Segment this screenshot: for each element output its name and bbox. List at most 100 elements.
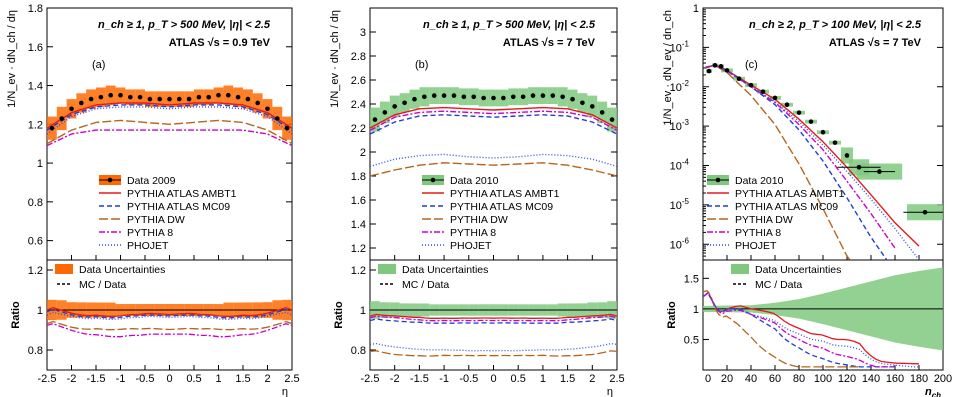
data-point [510, 94, 516, 100]
panel-label: (a) [92, 59, 105, 71]
x-tick-label: 200 [934, 373, 952, 385]
ratio-series-line [370, 318, 617, 324]
data-point [79, 100, 84, 106]
x-tick-label: -1 [439, 373, 449, 385]
panel-label: (b) [415, 59, 428, 71]
series-line [47, 106, 292, 135]
x-tick-label: 0.5 [186, 373, 201, 385]
data-point [481, 95, 486, 101]
data-point [718, 64, 724, 69]
data-point [441, 93, 447, 98]
data-point [206, 94, 211, 100]
y-tick-label: 1.4 [28, 81, 43, 93]
y-axis-label: 1/N_ev · dN_ch / dη [6, 10, 18, 108]
x-tick-label: 0 [490, 373, 496, 385]
ratio-legend-label: MC / Data [755, 279, 802, 291]
x-tick-label: -0.5 [459, 373, 478, 385]
ratio-legend-swatch [731, 264, 749, 274]
ratio-series-line [370, 315, 617, 322]
data-point [431, 93, 437, 98]
data-point [98, 94, 104, 100]
legend-label: Data 2009 [127, 175, 176, 187]
y-tick-label: 0.6 [28, 236, 43, 248]
ratio-y-tick-label: 1 [693, 304, 699, 316]
series-line [705, 64, 851, 260]
ratio-series-line [47, 320, 292, 331]
ratio-legend-label: MC / Data [79, 279, 126, 291]
y-tick-label: 2.4 [351, 99, 366, 111]
series-line [370, 110, 617, 132]
series-line [370, 106, 617, 129]
ratio-axis-label: Ratio [10, 301, 22, 329]
data-point [530, 93, 536, 98]
data-point [784, 102, 790, 108]
x-tick-label: -1.5 [87, 373, 106, 385]
series-line [705, 64, 896, 249]
data-point [284, 125, 290, 131]
y-tick-label: 10-2 [670, 79, 690, 94]
x-tick-label: 2 [264, 373, 270, 385]
data-point [461, 94, 467, 100]
series-line [370, 162, 617, 177]
x-tick-label: 60 [769, 373, 781, 385]
legend-data-marker [107, 177, 113, 183]
ratio-y-tick-label: 1.5 [684, 273, 699, 285]
data-point [772, 95, 778, 101]
data-point [108, 92, 113, 98]
panel-label: (c) [745, 59, 758, 71]
data-point [235, 94, 241, 100]
data-point [216, 92, 221, 98]
legend-label: PYTHIA 8 [127, 227, 173, 239]
legend-data-marker [715, 177, 721, 183]
x-axis-label: nch [925, 386, 941, 397]
legend-label: PYTHIA ATLAS MC09 [450, 201, 553, 213]
ratio-y-tick-label: 0.5 [684, 334, 699, 346]
data-point [736, 76, 742, 82]
y-axis-label: 1/N_ev · dN_ch / dη [329, 10, 341, 108]
data-point [196, 94, 202, 100]
header-line-1: n_ch ≥ 2, p_T > 100 MeV, |η| < 2.5 [749, 19, 922, 31]
ratio-y-tick-label: 1 [360, 305, 366, 317]
x-tick-label: 120 [838, 373, 856, 385]
x-tick-label: 80 [793, 373, 805, 385]
legend-label: PYTHIA ATLAS MC09 [127, 201, 230, 213]
ratio-series-line [47, 308, 292, 319]
ratio-y-tick-label: 1.2 [351, 265, 366, 277]
ratio-plot-area [703, 267, 943, 368]
x-tick-label: 100 [814, 373, 832, 385]
legend-label: PHOJET [735, 240, 777, 252]
data-point [550, 93, 556, 98]
y-tick-label: 10-3 [670, 118, 690, 133]
data-point [118, 92, 123, 98]
data-point [69, 106, 74, 112]
legend-label: PYTHIA DW [450, 214, 508, 226]
y-tick-label: 2.8 [351, 51, 366, 63]
x-tick-label: 0 [166, 373, 172, 385]
data-point [856, 165, 862, 170]
data-point [451, 93, 457, 98]
data-point [382, 110, 388, 115]
x-tick-label: 160 [886, 373, 904, 385]
ratio-y-tick-label: 1.2 [28, 265, 43, 277]
x-tick-label: 1.5 [560, 373, 575, 385]
series-line [370, 114, 617, 135]
ratio-legend-swatch [55, 264, 73, 274]
legend-label: Data 2010 [450, 175, 499, 187]
data-point [265, 106, 270, 112]
panel-2: -2.5 -2 -1.5 -1 -0.5 0 0.5 1 1.5 2 2.5 1.2 1.4 1.6 1.8… [329, 7, 625, 397]
data-point [560, 94, 565, 100]
data-point [820, 129, 826, 135]
x-tick-label: -0.5 [136, 373, 155, 385]
legend-label: PYTHIA ATLAS MC09 [735, 201, 838, 213]
y-tick-label: 1.8 [351, 171, 366, 183]
ratio-series-line [47, 307, 292, 317]
y-tick-label: 1.2 [28, 119, 43, 131]
y-tick-label: 3 [360, 27, 366, 39]
data-point [570, 96, 575, 102]
ratio-axis-label: Ratio [333, 301, 345, 329]
data-point [49, 125, 55, 131]
y-tick-label: 10-1 [670, 39, 690, 54]
ratio-series-line [370, 350, 617, 357]
legend-label: PYTHIA ATLAS AMBT1 [450, 188, 560, 200]
ratio-plot-area [370, 301, 617, 357]
